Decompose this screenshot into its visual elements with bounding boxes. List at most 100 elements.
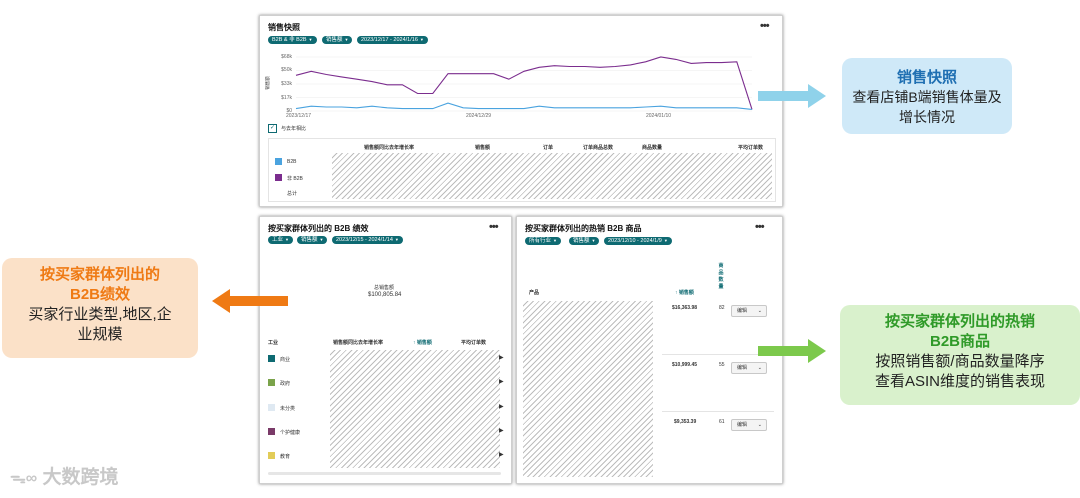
col-header-growth: 销售额同比去年增长率 [333,340,384,346]
y-tick-label: $50k [281,67,292,73]
chevron-down-icon: ⌄ [757,422,762,428]
chevron-down-icon: ⌄ [757,308,762,314]
qty-header-char: 商 [718,263,724,269]
industry-swatch [268,428,275,435]
x-tick-label: 2024/01/10 [646,113,672,119]
callout-title: B2B绩效 [69,286,130,303]
table-placeholder [332,153,772,199]
filter-chip-segment[interactable]: 所有行业 ▼ [525,237,561,245]
callout-title: B2B商品 [929,333,990,350]
expand-row-icon[interactable]: ▶ [499,404,504,410]
col-header: 商品数量 [642,145,663,151]
product-qty: 55 [719,362,725,368]
industry-swatch [268,379,275,386]
callout-line: 查看店铺B端销售体量及 [852,89,1002,105]
buyer-performance-panel: 按买家群体列出的 B2B 绩效 ••• 工业 ▼ 销售额 ▼ 2023/12/15 … [259,216,512,484]
filter-chip-segment[interactable]: 工业 ▼ [268,236,293,244]
row-divider [662,354,774,355]
chevron-down-icon: ▼ [308,37,313,42]
series-line-non-b2b [295,56,753,110]
qty-header-char: 数 [718,277,724,283]
row-divider [662,411,774,412]
expand-row-icon[interactable]: ▶ [499,428,504,434]
chevron-down-icon: ▼ [319,237,324,242]
table-placeholder [330,350,500,468]
qty-header-char: 量 [718,284,724,290]
legend-swatch-non-b2b [275,174,282,181]
callout-title: 按买家群体列出的 [39,266,160,283]
product-sales: $10,999.45 [672,362,698,368]
filter-chip-date[interactable]: 2023/12/17 - 2024/1/16 ▼ [357,36,428,44]
expand-row-icon[interactable]: ▶ [499,379,504,385]
callout-title: 按买家群体列出的热销 [884,313,1035,330]
row-label: B2B [287,159,297,165]
callout-line: 增长情况 [899,109,955,125]
industry-label: 商业 [280,357,291,363]
callout-title: 销售快照 [896,69,957,86]
product-qty: 61 [719,419,725,425]
scrollbar[interactable] [268,472,501,475]
filter-chip-date[interactable]: 2023/12/15 - 2024/1/14 ▼ [332,236,403,244]
chevron-down-icon: ▼ [394,237,399,242]
callout-line: 买家行业类型,地区,企 [28,306,172,323]
y-tick-label: $0 [286,108,292,114]
col-header-industry: 工业 [268,340,279,346]
more-options-icon[interactable]: ••• [489,221,499,233]
chevron-down-icon: ▼ [344,37,349,42]
col-header-sales[interactable]: ↑ 销售额 [675,290,694,296]
col-header-avg-orders: 平均订单数 [461,340,487,346]
industry-swatch [268,355,275,362]
chevron-down-icon: ▼ [591,238,596,243]
callout-buyer-performance: 按买家群体列出的 B2B绩效 买家行业类型,地区,企 业规模 [2,258,198,358]
y-tick-label: $17k [281,95,292,101]
col-header: 销售额同比去年增长率 [364,145,415,151]
sales-line-chart [295,56,753,112]
col-header-product: 产品 [529,290,540,296]
total-sales-label: 总销售额 [374,285,395,291]
col-header: 订单商品总数 [583,145,614,151]
product-sales: $9,353.39 [674,419,697,425]
industry-label: 政府 [280,381,291,387]
legend-swatch-b2b [275,158,282,165]
arrow-right-icon [758,339,826,363]
expand-row-icon[interactable]: ▶ [499,355,504,361]
filter-chip-metric[interactable]: 销售额 ▼ [322,36,353,44]
edit-button[interactable]: 编辑 ⌄ [731,305,767,317]
callout-line: 按照销售额/商品数量降序 [875,353,1045,370]
sales-snapshot-panel: 销售快照 ••• B2B & 非 B2B ▼ 销售额 ▼ 2023/12/17 - … [259,15,783,207]
chevron-down-icon: ▼ [419,37,424,42]
product-image-placeholder [523,301,653,477]
watermark-text: 大数跨境 [42,467,119,488]
filter-chip-date[interactable]: 2023/12/10 - 2024/1/9 ▼ [604,237,672,245]
callout-sales-snapshot: 销售快照 查看店铺B端销售体量及 增长情况 [842,58,1012,134]
more-options-icon[interactable]: ••• [760,20,770,32]
x-tick-label: 2024/12/29 [466,113,492,119]
col-header-sales[interactable]: ↑ 销售额 [413,340,432,346]
product-qty: 82 [719,305,725,311]
industry-swatch [268,404,275,411]
industry-swatch [268,452,275,459]
col-header: 平均订单数 [738,145,764,151]
y-tick-label: $68k [281,54,292,60]
x-tick-label: 2023/12/17 [286,113,312,119]
col-header-qty: 商 品 数 量 [717,263,725,291]
more-options-icon[interactable]: ••• [755,221,765,233]
callout-line: 业规模 [77,326,123,343]
edit-button[interactable]: 编辑 ⌄ [731,419,767,431]
hot-products-panel: 按买家群体列出的热销 B2B 商品 ••• 所有行业 ▼ 销售额 ▼ 2023/12… [516,216,783,484]
snapshot-table-frame [268,138,776,202]
expand-row-icon[interactable]: ▶ [499,452,504,458]
industry-label: 个护健康 [280,430,301,436]
compare-checkbox[interactable]: ✓ [268,124,277,133]
series-line-b2b [295,102,753,110]
chevron-down-icon: ▼ [553,238,557,243]
filter-chip-metric[interactable]: 销售额 ▼ [297,236,328,244]
qty-header-char: 品 [718,270,724,276]
chevron-down-icon: ⌄ [757,365,762,371]
filter-chip-metric[interactable]: 销售额 ▼ [569,237,600,245]
row-label: 非 B2B [287,176,303,182]
hot-products-title: 按买家群体列出的热销 B2B 商品 [525,224,642,233]
buyer-performance-title: 按买家群体列出的 B2B 绩效 [268,224,369,233]
filter-chip-segment[interactable]: B2B & 非 B2B ▼ [268,36,317,44]
edit-button[interactable]: 编辑 ⌄ [731,362,767,374]
